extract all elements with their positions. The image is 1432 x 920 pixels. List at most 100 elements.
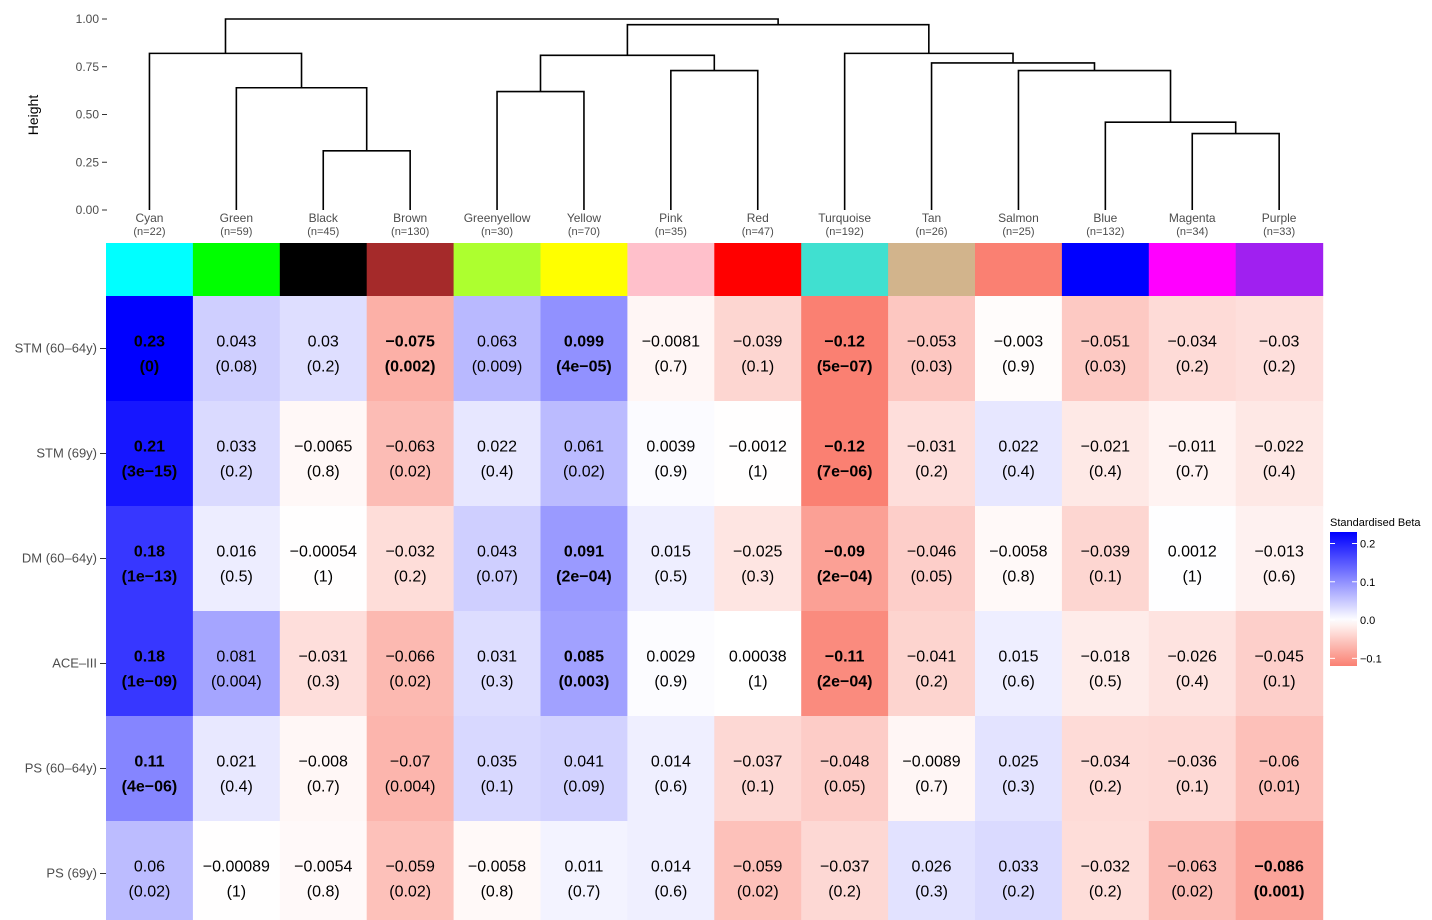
cell-pvalue-label: (0.02) [389, 674, 431, 691]
heatmap-cell [540, 401, 628, 507]
cell-beta-label: −0.041 [907, 649, 956, 666]
cell-beta-label: 0.0039 [646, 439, 695, 456]
cell-beta-label: 0.18 [134, 649, 165, 666]
row-label: STM (60–64y) [15, 341, 97, 356]
cell-beta-label: 0.031 [477, 649, 517, 666]
module-color-swatch [1148, 243, 1237, 296]
cell-beta-label: −0.059 [733, 859, 782, 876]
legend-tick-label: −0.1 [1360, 653, 1382, 665]
heatmap-cell [453, 506, 542, 612]
cell-beta-label: 0.091 [564, 544, 604, 561]
cell-pvalue-label: (0.2) [307, 359, 340, 376]
cell-pvalue-label: (0.7) [567, 884, 600, 901]
cell-pvalue-label: (1e−13) [122, 569, 178, 586]
cell-pvalue-label: (0.02) [389, 464, 431, 481]
cell-beta-label: 0.043 [477, 544, 517, 561]
cell-pvalue-label: (4e−05) [556, 359, 612, 376]
cell-beta-label: 0.016 [216, 544, 256, 561]
heatmap-cell [627, 821, 715, 920]
legend: Standardised Beta 0.2 0.1 0.0 −0.1 [1330, 517, 1421, 666]
cell-beta-label: −0.022 [1254, 439, 1303, 456]
module-size-label: (n=130) [391, 226, 429, 238]
module-color-swatch [453, 243, 542, 296]
module-name-label: Salmon [998, 211, 1039, 225]
heatmap-cell [1235, 821, 1324, 920]
dendrogram-branch [235, 86, 368, 210]
cell-beta-label: 0.00038 [729, 649, 787, 666]
cell-beta-label: 0.015 [998, 649, 1038, 666]
cell-pvalue-label: (0.2) [915, 464, 948, 481]
cell-pvalue-label: (0.7) [307, 779, 340, 796]
dendrogram-branch [322, 149, 411, 210]
cell-pvalue-label: (0.3) [1002, 779, 1035, 796]
cell-beta-label: 0.026 [912, 859, 952, 876]
cell-pvalue-label: (0.07) [476, 569, 518, 586]
module-size-label: (n=47) [742, 226, 774, 238]
cell-beta-label: −0.011 [1168, 439, 1216, 456]
cell-pvalue-label: (0.8) [307, 884, 340, 901]
heatmap-cell [106, 611, 194, 717]
cell-beta-label: 0.061 [564, 439, 604, 456]
heatmap-cell [627, 296, 715, 402]
dendrogram-y-tick-label: 0.75 [76, 60, 100, 74]
heatmap-cell [888, 296, 976, 402]
cell-beta-label: 0.022 [477, 439, 517, 456]
cell-pvalue-label: (4e−06) [122, 779, 178, 796]
cell-beta-label: −0.053 [907, 334, 956, 351]
cell-beta-label: −0.09 [824, 544, 865, 561]
heatmap-cell [366, 296, 455, 402]
module-color-swatch [1061, 243, 1150, 296]
cell-beta-label: 0.18 [134, 544, 165, 561]
cell-pvalue-label: (1) [748, 464, 768, 481]
cell-pvalue-label: (0.1) [1089, 569, 1122, 586]
heatmap-cell [975, 401, 1063, 507]
cell-beta-label: 0.014 [651, 754, 691, 771]
dendrogram-tree [148, 18, 1280, 210]
heatmap-cell [540, 716, 628, 822]
heatmap-cell [1235, 296, 1324, 402]
module-size-label: (n=192) [826, 226, 864, 238]
cell-beta-label: −0.0081 [642, 334, 700, 351]
heatmap-cell [453, 716, 542, 822]
module-color-swatch [627, 243, 715, 296]
dendrogram-y-tick-label: 0.00 [76, 203, 100, 217]
module-size-label: (n=30) [481, 226, 513, 238]
heatmap-cell [106, 296, 194, 402]
cell-pvalue-label: (0.001) [1254, 884, 1305, 901]
cell-pvalue-label: (0.004) [385, 779, 436, 796]
heatmap-cell [801, 506, 889, 612]
module-name-label: Turquoise [818, 211, 871, 225]
cell-pvalue-label: (0.2) [915, 674, 948, 691]
dendrogram-y-tick-label: 0.50 [76, 108, 100, 122]
cell-beta-label: −0.031 [299, 649, 348, 666]
module-name-label: Yellow [567, 211, 602, 225]
cell-beta-label: 0.025 [998, 754, 1038, 771]
cell-pvalue-label: (0.03) [1084, 359, 1126, 376]
dendrogram-branch [539, 54, 716, 92]
module-name-label: Brown [393, 211, 427, 225]
cell-beta-label: −0.034 [1168, 334, 1217, 351]
cell-pvalue-label: (0.9) [1002, 359, 1035, 376]
module-size-label: (n=132) [1086, 226, 1124, 238]
cell-pvalue-label: (0.2) [1089, 779, 1122, 796]
cell-pvalue-label: (0.4) [1176, 674, 1209, 691]
heatmap-cell [888, 716, 976, 822]
module-size-label: (n=45) [307, 226, 339, 238]
heatmap-cell [975, 506, 1063, 612]
cell-pvalue-label: (0.4) [1089, 464, 1122, 481]
dendrogram-y-tick-label: 0.25 [76, 155, 100, 169]
heatmap-cell [192, 821, 281, 920]
heatmap-cell [1148, 821, 1237, 920]
cell-pvalue-label: (0.2) [828, 884, 861, 901]
heatmap-cell [279, 716, 368, 822]
heatmap-cell [1148, 401, 1237, 507]
dendrogram-y-axis-label: Height [25, 95, 41, 136]
cell-pvalue-label: (0.4) [1263, 464, 1296, 481]
cell-pvalue-label: (0.9) [654, 464, 687, 481]
legend-tick-label: 0.2 [1360, 538, 1375, 550]
cell-pvalue-label: (0.02) [563, 464, 605, 481]
cell-pvalue-label: (0.4) [481, 464, 514, 481]
cell-pvalue-label: (0.5) [654, 569, 687, 586]
cell-beta-label: 0.099 [564, 334, 604, 351]
cell-pvalue-label: (2e−04) [556, 569, 612, 586]
